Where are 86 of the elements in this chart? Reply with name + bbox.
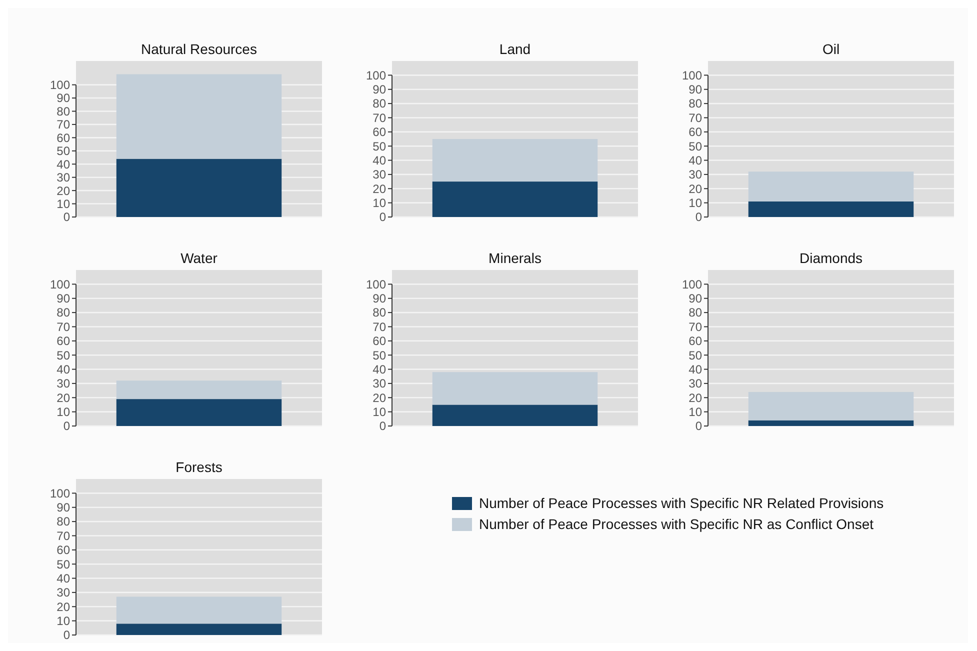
- chart-title: Oil: [822, 41, 840, 57]
- y-tick-label: 40: [372, 153, 386, 168]
- y-tick-label: 70: [56, 118, 70, 132]
- y-tick-label: 10: [56, 196, 70, 211]
- y-tick-label: 10: [56, 614, 70, 628]
- y-tick-label: 0: [63, 419, 70, 434]
- y-tick-label: 40: [372, 362, 386, 376]
- y-tick-label: 60: [56, 130, 70, 145]
- y-tick-label: 20: [56, 390, 70, 405]
- y-tick-label: 30: [688, 168, 702, 182]
- y-tick-label: 20: [372, 182, 386, 196]
- y-tick-label: 40: [688, 362, 702, 376]
- y-tick-label: 10: [56, 405, 70, 420]
- y-tick-label: 80: [56, 306, 70, 320]
- y-tick-label: 50: [688, 348, 702, 362]
- y-tick-label: 90: [372, 292, 386, 306]
- y-tick-label: 60: [372, 334, 386, 348]
- y-tick-label: 40: [56, 157, 70, 172]
- y-tick-label: 50: [56, 348, 70, 362]
- legend-label: Number of Peace Processes with Specific NR as Conflict Onset: [479, 516, 874, 532]
- chart-title: Forests: [176, 459, 222, 475]
- y-tick-label: 60: [372, 125, 386, 140]
- y-tick-label: 100: [50, 78, 70, 92]
- y-tick-label: 70: [372, 110, 386, 125]
- y-tick-label: 50: [372, 348, 386, 362]
- y-tick-label: 20: [56, 600, 70, 614]
- y-tick-label: 90: [56, 91, 70, 106]
- y-tick-label: 20: [688, 390, 702, 405]
- y-tick-label: 0: [63, 210, 70, 224]
- y-tick-label: 0: [379, 419, 386, 434]
- y-tick-label: 0: [695, 210, 702, 224]
- y-tick-label: 30: [688, 376, 702, 391]
- y-tick-label: 70: [56, 320, 70, 334]
- y-tick-label: 100: [366, 277, 386, 292]
- y-tick-label: 90: [56, 292, 70, 306]
- chart-title: Water: [180, 250, 218, 266]
- y-tick-label: 30: [372, 376, 386, 391]
- y-tick-label: 10: [372, 196, 386, 210]
- legend-label: Number of Peace Processes with Specific NR Related Provisions: [479, 495, 884, 511]
- y-tick-label: 0: [379, 210, 386, 224]
- y-tick-label: 100: [50, 486, 70, 500]
- y-tick-label: 80: [56, 514, 70, 529]
- y-tick-label: 80: [372, 96, 386, 111]
- y-tick-label: 50: [56, 144, 70, 158]
- y-tick-label: 30: [56, 586, 70, 600]
- y-tick-label: 30: [56, 170, 70, 185]
- y-tick-label: 70: [688, 110, 702, 125]
- y-tick-label: 0: [63, 628, 70, 642]
- y-tick-label: 100: [366, 68, 386, 82]
- y-tick-label: 50: [56, 557, 70, 572]
- y-tick-label: 60: [688, 334, 702, 348]
- y-tick-label: 60: [688, 125, 702, 140]
- y-tick-label: 90: [56, 500, 70, 515]
- y-tick-label: 90: [688, 292, 702, 306]
- y-tick-label: 40: [56, 362, 70, 376]
- y-tick-label: 100: [682, 277, 702, 292]
- y-tick-label: 10: [372, 405, 386, 420]
- y-tick-label: 80: [688, 96, 702, 111]
- y-tick-label: 20: [56, 184, 70, 198]
- y-tick-label: 70: [372, 320, 386, 334]
- y-tick-label: 30: [372, 168, 386, 182]
- y-tick-label: 0: [695, 419, 702, 434]
- y-tick-label: 40: [56, 571, 70, 586]
- y-tick-label: 100: [50, 277, 70, 292]
- y-tick-label: 80: [56, 104, 70, 118]
- y-tick-label: 80: [688, 306, 702, 320]
- y-tick-label: 70: [56, 528, 70, 543]
- y-tick-label: 80: [372, 306, 386, 320]
- y-tick-label: 60: [56, 334, 70, 348]
- y-tick-label: 50: [372, 139, 386, 154]
- y-tick-label: 30: [56, 376, 70, 391]
- y-tick-label: 20: [372, 390, 386, 405]
- chart-title: Diamonds: [799, 250, 863, 266]
- y-tick-label: 60: [56, 543, 70, 558]
- y-tick-label: 40: [688, 153, 702, 168]
- y-tick-label: 10: [688, 196, 702, 210]
- chart-title: Minerals: [488, 250, 542, 266]
- y-tick-label: 10: [688, 405, 702, 420]
- y-tick-label: 100: [682, 68, 702, 82]
- chart-title: Natural Resources: [141, 41, 257, 57]
- y-tick-label: 70: [688, 320, 702, 334]
- y-tick-label: 90: [372, 82, 386, 97]
- y-tick-label: 90: [688, 82, 702, 97]
- y-tick-label: 50: [688, 139, 702, 154]
- y-tick-label: 20: [688, 182, 702, 196]
- chart-title: Land: [499, 41, 531, 57]
